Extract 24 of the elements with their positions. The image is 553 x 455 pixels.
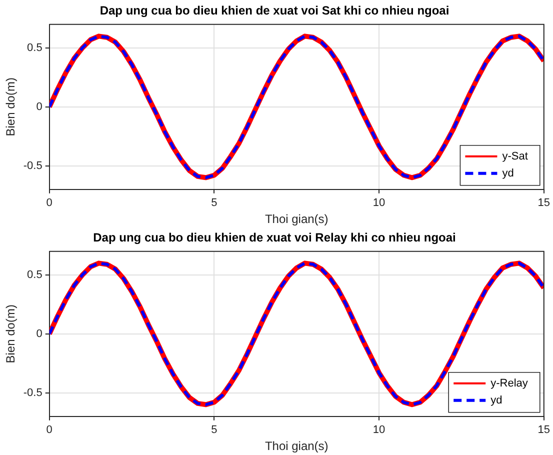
y-axis-title: Bien do(m) xyxy=(4,304,18,364)
x-tick-label: 15 xyxy=(538,197,550,210)
legend-label: y-Relay xyxy=(490,377,528,390)
y-tick-label: 0 xyxy=(36,100,42,113)
y-axis-title: Bien do(m) xyxy=(4,78,18,136)
y-tick-label: -0.5 xyxy=(23,386,42,399)
x-axis-title: Thoi gian(s) xyxy=(264,439,328,454)
x-tick-label: 10 xyxy=(372,197,386,210)
x-tick-label: 5 xyxy=(211,424,218,436)
x-axis-title: Thoi gian(s) xyxy=(264,212,328,226)
y-tick-label: 0 xyxy=(36,328,42,340)
x-tick-label: 0 xyxy=(46,197,52,210)
y-tick-label: 0.5 xyxy=(27,42,42,54)
legend-label: y-Sat xyxy=(502,150,528,162)
x-tick-label: 0 xyxy=(46,424,52,436)
x-tick-label: 5 xyxy=(211,197,218,210)
x-tick-label: 10 xyxy=(372,424,386,436)
chart-title: Dap ung cua bo dieu khien de xuat voi Sat khi co nhieu ngoai xyxy=(100,4,450,18)
chart-title: Dap ung cua bo dieu khien de xuat voi Relay khi co nhieu ngoai xyxy=(93,230,456,245)
y-tick-label: -0.5 xyxy=(23,160,42,172)
x-tick-label: 15 xyxy=(538,424,550,436)
y-tick-label: 0.5 xyxy=(27,269,42,282)
legend-label: yd xyxy=(502,167,514,180)
legend-label: yd xyxy=(490,394,502,406)
